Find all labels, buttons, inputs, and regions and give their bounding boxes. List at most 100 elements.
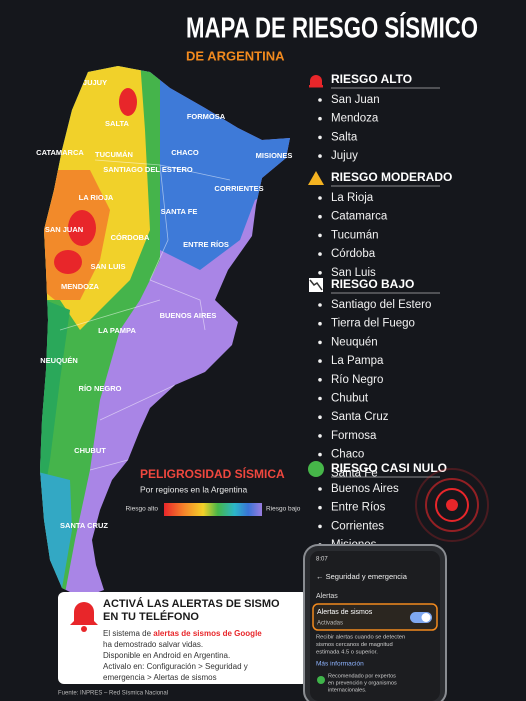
province-label: SANTIAGO DEL ESTERO [103, 165, 193, 174]
bullet [318, 396, 322, 401]
phone-setting: Alertas de sismos [317, 609, 373, 616]
province-item: Corrientes [331, 520, 384, 532]
phone-section: Alertas [316, 593, 338, 600]
phone-setting-state: Activadas [317, 621, 343, 627]
province-label: FORMOSA [187, 112, 226, 121]
province-label: LA RIOJA [79, 193, 114, 202]
risk-heading: RIESGO ALTO [331, 72, 412, 86]
province-label: SAN LUIS [90, 262, 125, 271]
province-item: Mendoza [331, 113, 379, 125]
legend-high: Riesgo alto [125, 506, 158, 513]
phone-description: estimada 4.5 o superior. [316, 650, 378, 656]
province-item: Catamarca [331, 211, 388, 223]
province-label: RÍO NEGRO [79, 384, 122, 393]
alert-body: emergencia > Alertas de sismos [103, 673, 217, 682]
province-label: LA PAMPA [98, 326, 136, 335]
province-item: Neuquén [331, 336, 378, 348]
legend-title: PELIGROSIDAD SÍSMICA [140, 466, 285, 481]
province-item: Santa Cruz [331, 411, 389, 423]
alert-body: El sistema de alertas de sismos de Googl… [103, 629, 262, 638]
province-label: ENTRE RÍOS [183, 240, 229, 249]
bullet [318, 524, 322, 529]
pulse-icon [415, 468, 489, 542]
province-label: MENDOZA [61, 282, 99, 291]
bullet [318, 98, 322, 102]
bullet [318, 434, 322, 438]
province-label: CHUBUT [74, 446, 106, 455]
source: Fuente: INPRES – Red Sísmica Nacional [58, 691, 168, 697]
warning-icon [308, 171, 324, 185]
province-label: CHACO [171, 148, 199, 157]
alert-box: ACTIVÁ LAS ALERTAS DE SISMO EN TU TELÉFO… [58, 592, 308, 684]
alert-title: EN TU TELÉFONO [103, 610, 199, 623]
province-item: Tucumán [331, 229, 379, 241]
bullet [318, 271, 322, 275]
bullet [318, 214, 322, 219]
bullet [318, 321, 322, 326]
province-item: Chubut [331, 393, 369, 405]
alert-title: ACTIVÁ LAS ALERTAS DE SISMO [103, 597, 280, 610]
bullet [318, 252, 322, 256]
map [40, 66, 290, 598]
alert-body: Activalo en: Configuración > Seguridad y [103, 662, 248, 671]
subtitle: DE ARGENTINA [186, 48, 285, 63]
province-item: La Rioja [331, 192, 374, 204]
legend-subtitle: Por regiones en la Argentina [140, 484, 248, 494]
province-item: Santa Fe [331, 467, 378, 479]
province-item: Santiago del Estero [331, 299, 431, 311]
bullet [318, 415, 322, 420]
province-label: CATAMARCA [36, 148, 84, 157]
province-item: Chaco [331, 449, 364, 461]
risk-heading: RIESGO CASI NULO [331, 461, 447, 475]
province-label: SANTA FE [161, 207, 198, 216]
alert-body: Disponible en Android en Argentina. [103, 651, 230, 660]
province-item: Entre Ríos [331, 502, 386, 514]
province-label: BUENOS AIRES [160, 311, 217, 320]
chart-icon [309, 279, 323, 291]
province-item: Córdoba [331, 248, 376, 260]
bullet [318, 116, 322, 121]
province-item: Salta [331, 131, 358, 143]
bullet [318, 378, 322, 382]
phone-time: 8:07 [316, 557, 328, 563]
bullet [318, 487, 322, 491]
chart-icon [309, 278, 323, 292]
phone-description: Recibir alertas cuando se detecten [316, 635, 405, 641]
siren-icon [309, 85, 323, 88]
phone-screen-title: ← Seguridad y emergencia [316, 572, 408, 581]
province-label: SALTA [105, 119, 129, 128]
green-dot-icon [308, 461, 324, 477]
bullet [318, 135, 322, 140]
risk-heading: RIESGO BAJO [331, 277, 414, 291]
province-label: SAN JUAN [45, 225, 83, 234]
bullet [318, 505, 322, 510]
province-item: Río Negro [331, 374, 383, 386]
province-item: Formosa [331, 430, 377, 442]
phone-recommendation: Recomendado por expertos [328, 673, 396, 679]
bullet [318, 359, 322, 363]
province-label: MISIONES [256, 151, 293, 160]
province-item: San Luis [331, 267, 376, 279]
phone-recommendation: en prevención y organismos [328, 680, 397, 686]
siren-icon [310, 75, 322, 86]
bullet [318, 303, 322, 307]
province-label: SANTA CRUZ [60, 521, 108, 530]
risk-heading: RIESGO MODERADO [331, 170, 452, 184]
province-item: La Pampa [331, 355, 384, 367]
alert-body: ha demostrado salvar vidas. [103, 640, 203, 649]
phone: 8:07 ← Seguridad y emergencia Alertas Al… [303, 544, 447, 701]
phone-recommendation: internacionales. [328, 687, 367, 693]
bullet [318, 233, 322, 238]
bullet [318, 340, 322, 345]
province-label: JUJUY [83, 78, 107, 87]
province-item: Jujuy [331, 150, 358, 162]
province-item: Tierra del Fuego [331, 318, 415, 330]
bullet [318, 196, 322, 200]
bullet [318, 452, 322, 457]
phone-link: Más información [316, 661, 364, 668]
province-label: CORRIENTES [214, 184, 263, 193]
province-item: San Juan [331, 94, 380, 106]
title: MAPA DE RIESGO SÍSMICO [186, 11, 478, 45]
phone-description: sismos cercanos de magnitud [316, 642, 393, 648]
